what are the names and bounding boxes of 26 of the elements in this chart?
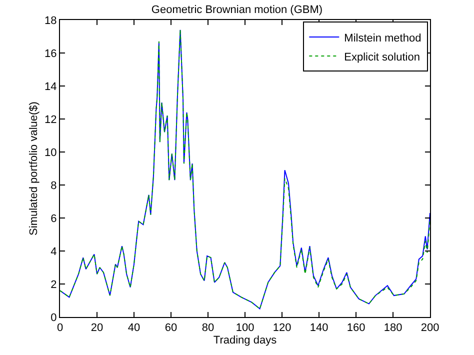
x-tick-label: 60 bbox=[164, 322, 178, 334]
y-tick-label: 14 bbox=[44, 80, 57, 93]
x-tick-label: 200 bbox=[420, 322, 440, 334]
x-tick-label: 80 bbox=[202, 322, 214, 334]
line-series bbox=[60, 29, 430, 310]
x-tick-label: 140 bbox=[310, 322, 328, 334]
y-tick-label: 0 bbox=[50, 312, 57, 324]
chart-title: Geometric Brownian motion (GBM) bbox=[151, 4, 323, 16]
x-tick-label: 20 bbox=[90, 322, 104, 334]
y-tick-label: 10 bbox=[44, 146, 57, 159]
legend-label: Explicit solution bbox=[344, 51, 420, 64]
y-tick-label: 16 bbox=[44, 48, 57, 60]
y-tick-label: 18 bbox=[44, 14, 57, 27]
x-tick-label: 100 bbox=[236, 322, 254, 334]
y-tick-label: 12 bbox=[44, 114, 57, 126]
x-axis-title: Trading days bbox=[213, 334, 278, 346]
y-tick-label: 2 bbox=[50, 278, 57, 291]
legend-label: Milstein method bbox=[344, 32, 422, 44]
y-axis-title: Simulated portfolio value($) bbox=[28, 102, 40, 236]
x-tick-label: 160 bbox=[346, 322, 366, 334]
x-tick-label: 180 bbox=[384, 322, 402, 334]
y-tick-label: 8 bbox=[50, 180, 57, 192]
x-tick-label: 40 bbox=[128, 322, 140, 334]
x-tick-label: 120 bbox=[272, 322, 292, 334]
y-tick-label: 6 bbox=[50, 212, 57, 225]
y-tick-label: 4 bbox=[50, 246, 57, 258]
